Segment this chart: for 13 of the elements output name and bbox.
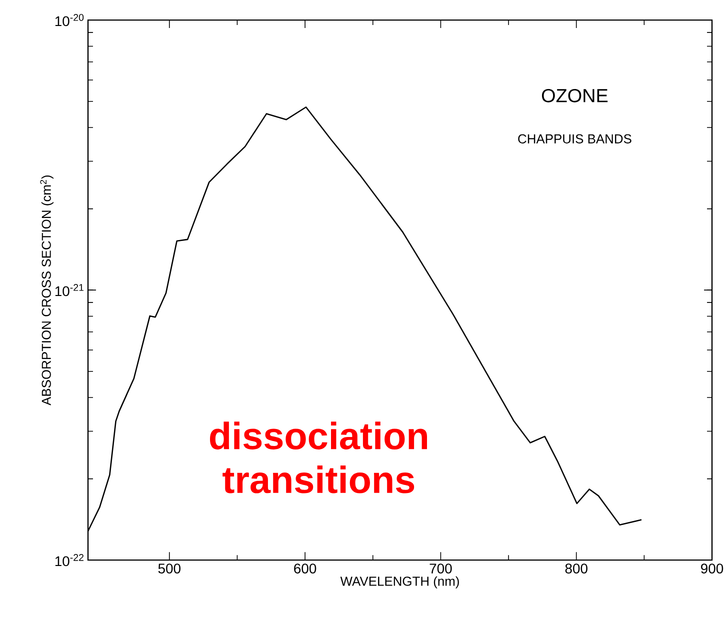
- x-axis-title: WAVELENGTH (nm): [340, 576, 459, 588]
- x-tick-label: 500: [158, 564, 180, 574]
- text: OZONE: [542, 88, 608, 102]
- x-tick-label: 900: [701, 564, 724, 574]
- annotation: dissociation transitions: [210, 422, 427, 494]
- y-tick-label: 10$^{-21}$: [55, 284, 84, 296]
- y-tick-label: 10$^{-22}$: [55, 554, 84, 566]
- y-axis-title: ABSORPTION CROSS SECTION (cm$^{2}$): [40, 175, 54, 406]
- y-tick-label: 10$^{-20}$: [55, 14, 84, 26]
- text: CHAPPUIS BANDS: [518, 134, 632, 144]
- x-tick-label: 700: [430, 564, 452, 574]
- x-tick-label: 800: [565, 564, 588, 574]
- x-tick-label: 600: [294, 564, 316, 574]
